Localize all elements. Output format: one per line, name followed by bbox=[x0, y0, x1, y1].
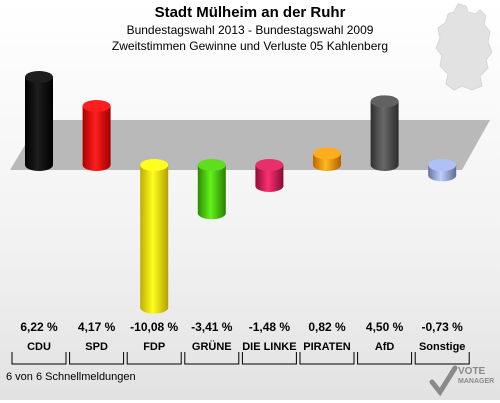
category-label: FDP bbox=[143, 341, 166, 353]
bar-sonstige bbox=[428, 159, 457, 182]
bar-spd bbox=[82, 99, 111, 171]
footer-count: 6 von 6 Schnellmeldungen bbox=[6, 371, 136, 383]
value-label: -0,73 % bbox=[421, 320, 463, 334]
germany-map-icon bbox=[435, 3, 493, 91]
category-bracket bbox=[241, 352, 297, 365]
chart-title: Stadt Mülheim an der Ruhr bbox=[154, 4, 346, 21]
value-label: 0,82 % bbox=[308, 320, 346, 334]
category-bracket bbox=[126, 352, 182, 365]
bar-piraten bbox=[313, 147, 341, 171]
value-label: 4,50 % bbox=[365, 320, 404, 334]
logo-text: VOTE bbox=[458, 366, 486, 377]
category-bracket bbox=[299, 352, 355, 365]
bar-die-linke bbox=[255, 159, 284, 192]
value-label: -1,48 % bbox=[248, 320, 291, 334]
category-label: DIE LINKE bbox=[242, 341, 297, 353]
vote-manager-logo: VOTE MANAGER bbox=[428, 364, 500, 400]
category-bracket bbox=[11, 352, 67, 365]
value-label: 4,17 % bbox=[77, 320, 116, 334]
bar-afd bbox=[370, 95, 399, 171]
bar-grüne bbox=[197, 159, 226, 220]
category-label: PIRATEN bbox=[303, 341, 351, 353]
value-label: -10,08 % bbox=[130, 320, 179, 334]
category-bracket bbox=[69, 352, 125, 365]
chart-subtitle-1: Bundestagswahl 2013 - Bundestagswahl 200… bbox=[126, 23, 374, 37]
category-bracket bbox=[414, 352, 470, 365]
category-label: AfD bbox=[374, 341, 395, 353]
category-label: SPD bbox=[85, 341, 108, 353]
bar-cdu bbox=[25, 70, 53, 171]
zero-plane bbox=[10, 120, 490, 170]
chart-subtitle-2: Zweitstimmen Gewinne und Verluste 05 Kah… bbox=[111, 39, 389, 53]
category-label: Sonstige bbox=[418, 341, 466, 353]
category-label: GRÜNE bbox=[191, 341, 232, 353]
category-bracket bbox=[184, 352, 240, 365]
checkmark-icon bbox=[429, 365, 458, 397]
bar-fdp bbox=[140, 159, 169, 314]
category-label: CDU bbox=[27, 341, 51, 353]
value-label: -3,41 % bbox=[191, 320, 233, 334]
value-label: 6,22 % bbox=[20, 320, 58, 334]
logo-subtext: MANAGER bbox=[458, 378, 495, 385]
category-bracket bbox=[357, 352, 413, 365]
